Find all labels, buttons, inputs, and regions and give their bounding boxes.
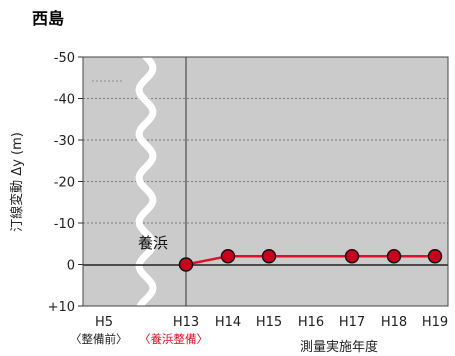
y-tick-label: -10 bbox=[54, 217, 75, 232]
after-note: 〈養浜整備〉 bbox=[139, 332, 208, 346]
y-tick-label: -40 bbox=[54, 93, 75, 108]
x-tick-label: H17 bbox=[339, 315, 365, 330]
data-point bbox=[178, 257, 194, 272]
data-point bbox=[220, 248, 236, 264]
series-markers bbox=[178, 248, 443, 272]
y-tick-label: -30 bbox=[54, 134, 75, 149]
data-point bbox=[261, 248, 277, 264]
x-tick-label: H15 bbox=[256, 315, 282, 330]
before-note: 〈整備前〉 bbox=[70, 332, 128, 346]
y-tick-label: +10 bbox=[48, 300, 75, 315]
x-tick-label: H19 bbox=[422, 315, 448, 330]
data-point bbox=[386, 248, 402, 264]
data-point bbox=[344, 248, 360, 264]
x-tick-label: H14 bbox=[215, 315, 241, 330]
x-tick-label: H18 bbox=[381, 315, 407, 330]
x-tick-labels: H5 H13 H14 H15 H16 H17 H18 H19 bbox=[95, 315, 448, 330]
y-tick-label: 0 bbox=[67, 259, 75, 274]
x-tick-label: H5 bbox=[95, 315, 113, 330]
chart-title: 西島 bbox=[32, 9, 64, 28]
y-tick-labels: -50 -40 -30 -20 -10 0 +10 bbox=[48, 51, 83, 315]
y-tick-label: -20 bbox=[54, 176, 75, 191]
y-axis-label: 汀線変動 Δy (m) bbox=[9, 132, 25, 232]
nourishment-label: 養浜 bbox=[138, 234, 168, 252]
x-tick-label: H16 bbox=[298, 315, 324, 330]
x-axis-label: 測量実施年度 bbox=[300, 339, 378, 355]
data-point bbox=[427, 248, 443, 264]
y-tick-label: -50 bbox=[54, 51, 75, 66]
x-tick-label: H13 bbox=[173, 315, 199, 330]
